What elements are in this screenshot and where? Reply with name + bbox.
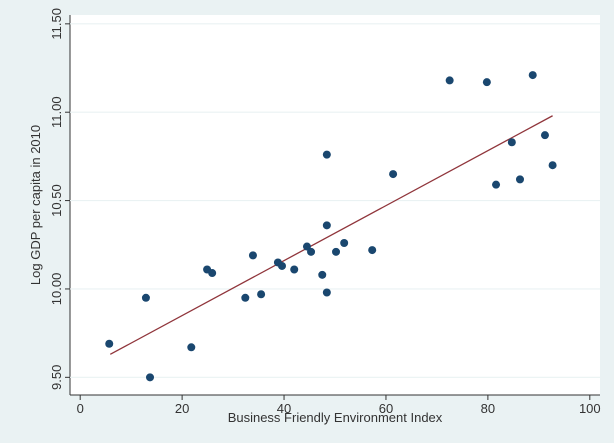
point bbox=[318, 270, 327, 279]
point bbox=[482, 78, 491, 87]
point bbox=[241, 293, 250, 302]
y-tick-label: 11.50 bbox=[49, 8, 64, 40]
y-tick-label: 10.00 bbox=[49, 273, 64, 306]
plot-area bbox=[70, 15, 600, 395]
point bbox=[492, 180, 501, 189]
x-axis-label: Business Friendly Environment Index bbox=[228, 410, 443, 425]
x-tick-label: 20 bbox=[175, 401, 189, 416]
x-tick-label: 40 bbox=[277, 401, 291, 416]
x-tick-label: 100 bbox=[579, 401, 601, 416]
point bbox=[445, 76, 454, 85]
point bbox=[540, 131, 549, 140]
y-tick-label: 10.50 bbox=[49, 184, 64, 217]
point bbox=[548, 161, 557, 170]
point bbox=[248, 251, 257, 260]
y-tick-label: 11.00 bbox=[49, 96, 64, 128]
point bbox=[146, 373, 155, 382]
point bbox=[141, 293, 150, 302]
point bbox=[307, 247, 316, 256]
point bbox=[332, 247, 341, 256]
point bbox=[389, 170, 398, 179]
x-tick-label: 0 bbox=[77, 401, 84, 416]
x-tick-label: 60 bbox=[379, 401, 393, 416]
point bbox=[368, 246, 377, 255]
y-axis-label: Log GDP per capita in 2010 bbox=[28, 125, 43, 285]
point bbox=[515, 175, 524, 184]
point bbox=[105, 339, 114, 348]
fit-line bbox=[109, 115, 553, 355]
point bbox=[257, 290, 266, 299]
point bbox=[322, 150, 331, 159]
point bbox=[340, 239, 349, 247]
point bbox=[507, 138, 516, 147]
point bbox=[322, 221, 331, 230]
point bbox=[290, 265, 299, 274]
y-tick-label: 9.50 bbox=[49, 365, 64, 390]
point bbox=[187, 343, 196, 352]
point bbox=[528, 71, 537, 80]
point bbox=[322, 288, 331, 297]
point bbox=[278, 261, 286, 270]
point bbox=[208, 269, 217, 278]
x-tick-label: 80 bbox=[481, 401, 495, 416]
